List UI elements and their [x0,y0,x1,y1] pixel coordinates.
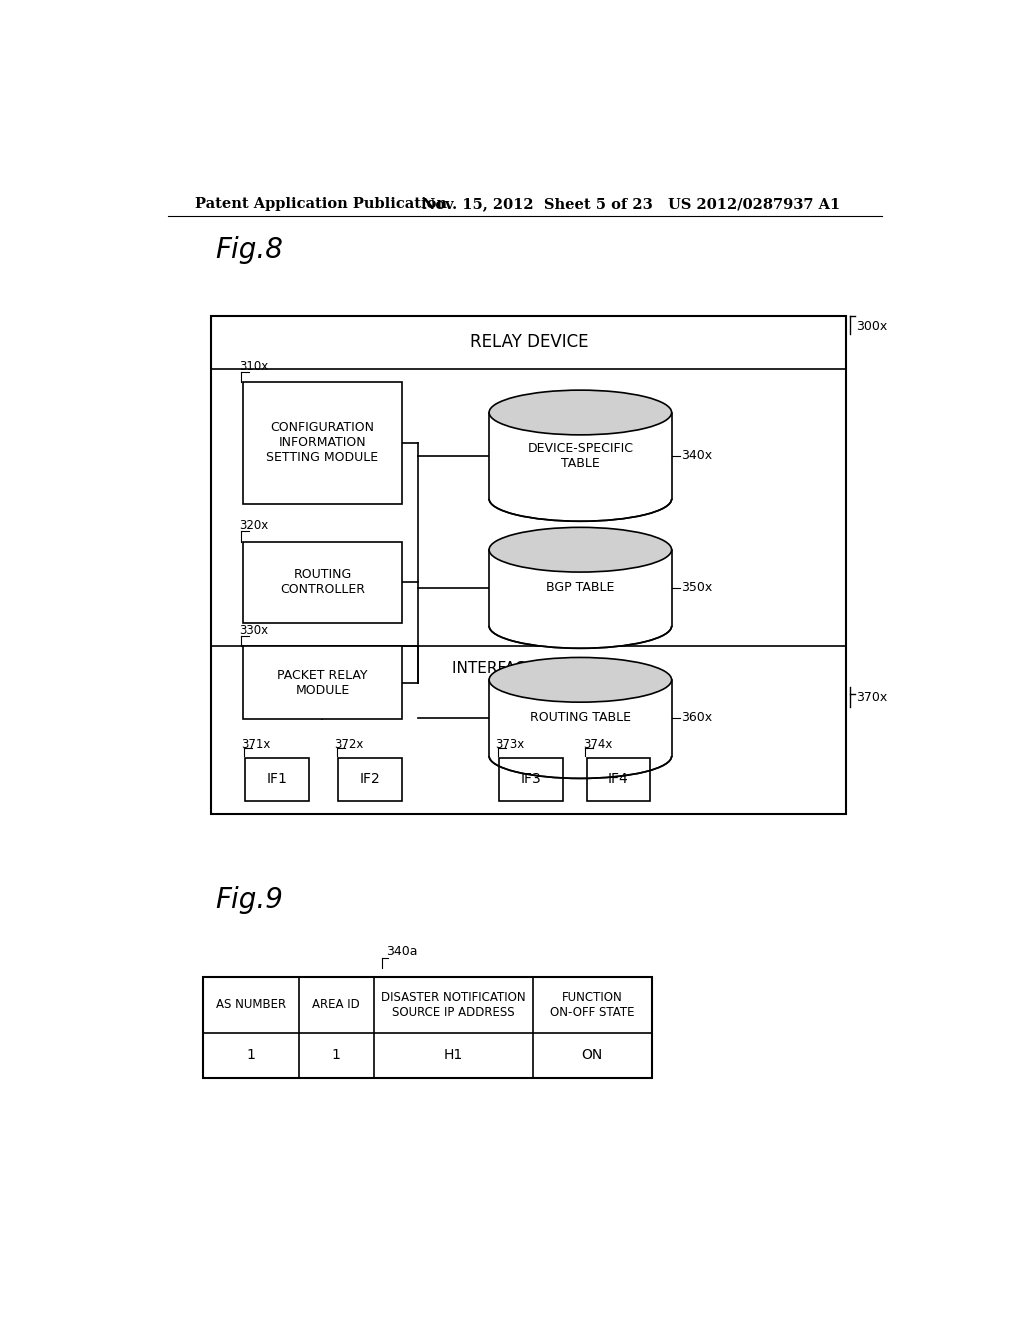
Ellipse shape [489,477,672,521]
Bar [489,549,672,626]
Text: 350x: 350x [681,581,713,594]
Text: DEVICE-SPECIFIC
TABLE: DEVICE-SPECIFIC TABLE [527,442,634,470]
Bar [243,647,401,719]
Text: 300x: 300x [856,319,888,333]
Ellipse shape [489,528,672,572]
Text: 374x: 374x [583,738,612,751]
Text: IF4: IF4 [608,772,629,787]
Text: Nov. 15, 2012  Sheet 5 of 23: Nov. 15, 2012 Sheet 5 of 23 [422,197,652,211]
Bar [243,541,401,623]
Text: 320x: 320x [239,519,268,532]
Text: 1: 1 [332,1048,341,1063]
Text: ROUTING TABLE: ROUTING TABLE [529,711,631,725]
Ellipse shape [489,391,672,434]
Bar [338,758,401,801]
Bar [500,758,563,801]
Text: H1: H1 [443,1048,463,1063]
Text: AS NUMBER: AS NUMBER [216,998,286,1011]
Text: ON: ON [582,1048,603,1063]
Text: IF1: IF1 [267,772,288,787]
Text: CONFIGURATION
INFORMATION
SETTING MODULE: CONFIGURATION INFORMATION SETTING MODULE [266,421,379,465]
Text: IF2: IF2 [359,772,381,787]
Text: US 2012/0287937 A1: US 2012/0287937 A1 [668,197,840,211]
Bar [587,758,650,801]
Bar [211,315,846,814]
Text: 371x: 371x [242,738,271,751]
Bar [243,381,401,504]
Text: FUNCTION
ON-OFF STATE: FUNCTION ON-OFF STATE [550,990,635,1019]
Text: DISASTER NOTIFICATION
SOURCE IP ADDRESS: DISASTER NOTIFICATION SOURCE IP ADDRESS [381,990,525,1019]
Bar [246,758,309,801]
Ellipse shape [489,657,672,702]
Text: AREA ID: AREA ID [312,998,360,1011]
Bar [489,680,672,756]
Text: 340a: 340a [386,945,418,958]
Text: ROUTING
CONTROLLER: ROUTING CONTROLLER [280,568,365,597]
Text: 310x: 310x [239,359,268,372]
Text: RELAY DEVICE: RELAY DEVICE [470,334,588,351]
Text: Patent Application Publication: Patent Application Publication [196,197,447,211]
Bar [204,977,651,1078]
Text: INTERFACE MODULE: INTERFACE MODULE [452,661,606,676]
Ellipse shape [489,734,672,779]
Bar [489,412,672,499]
Text: Fig.9: Fig.9 [215,886,284,915]
Text: 360x: 360x [681,711,713,725]
Text: PACKET RELAY
MODULE: PACKET RELAY MODULE [278,669,368,697]
Text: 330x: 330x [239,624,268,638]
Text: 370x: 370x [856,690,888,704]
Ellipse shape [489,603,672,648]
Text: BGP TABLE: BGP TABLE [546,581,614,594]
Text: Fig.8: Fig.8 [215,236,284,264]
Text: 340x: 340x [681,449,713,462]
Text: 1: 1 [247,1048,255,1063]
Text: 373x: 373x [496,738,524,751]
Text: IF3: IF3 [521,772,542,787]
Text: 372x: 372x [334,738,364,751]
